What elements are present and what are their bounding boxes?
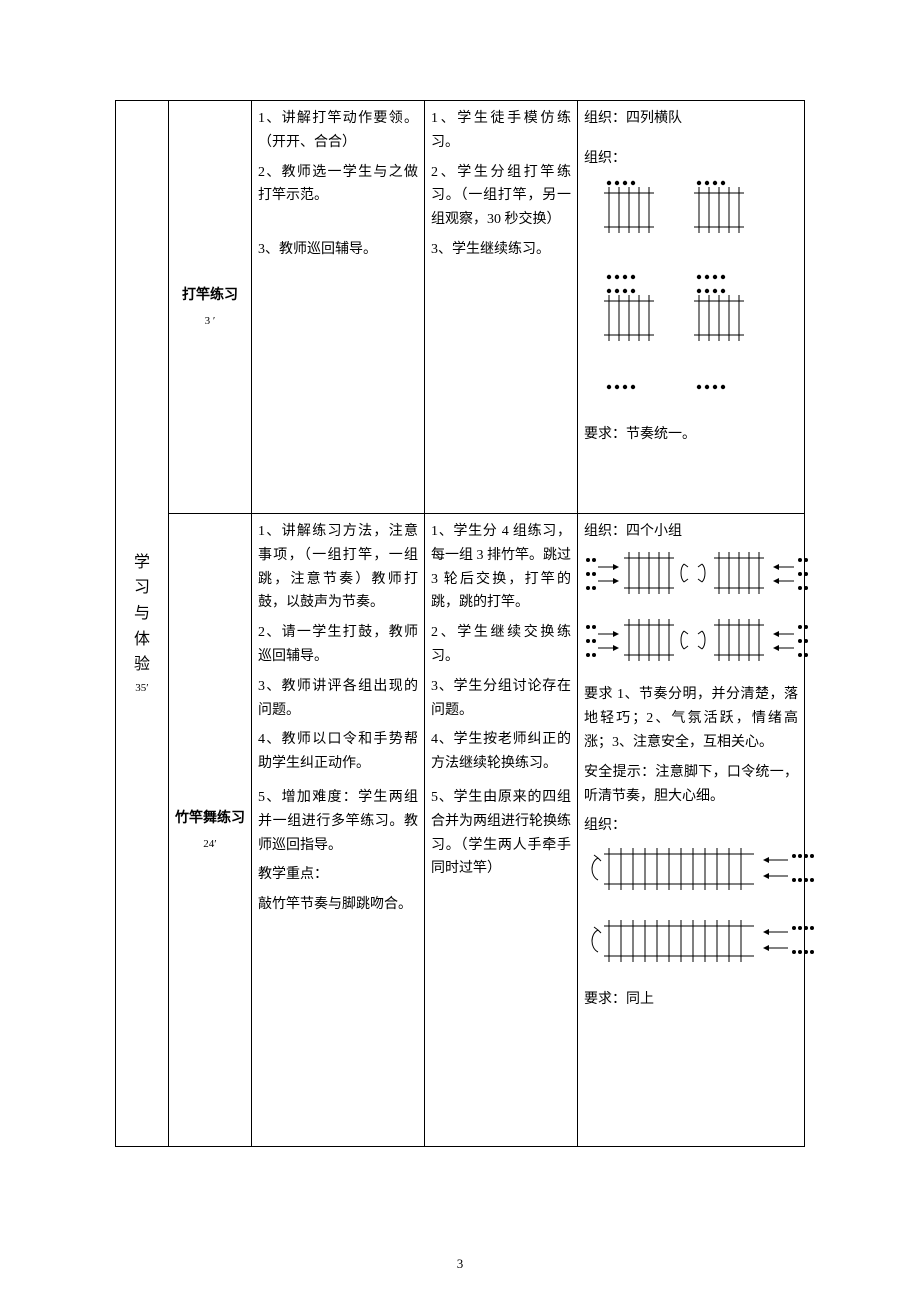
student-cell-1: 1、学生徒手模仿练习。 2、学生分组打竿练习。（一组打竿，另一组观察，30 秒交… <box>425 101 578 514</box>
teacher-item: 3、教师巡回辅导。 <box>258 238 418 262</box>
org-req: 要求：同上 <box>584 988 798 1012</box>
formation-diagram-3a <box>584 844 798 908</box>
phase-char: 习 <box>134 575 150 601</box>
teacher-cell-1: 1、讲解打竿动作要领。（开开、合合） 2、教师选一学生与之做打竿示范。 3、教师… <box>252 101 425 514</box>
student-item: 1、学生分 4 组练习，每一组 3 排竹竿。跳过 3 轮后交换，打竿的跳，跳的打… <box>431 520 571 615</box>
teacher-item: 教学重点： <box>258 863 418 887</box>
teacher-item: 1、讲解练习方法，注意事项，（一组打竿，一组跳，注意节奏）教师打鼓，以鼓声为节奏… <box>258 520 418 615</box>
lesson-table: 学 习 与 体 验 35′ 打竿练习 3 ′ 1、讲解打竿动作要领。（开开、合合… <box>115 100 805 1147</box>
student-item: 3、学生继续练习。 <box>431 238 571 262</box>
phase-char: 学 <box>134 550 150 576</box>
phase-label: 学 习 与 体 验 35′ <box>122 550 162 698</box>
student-item: 2、学生分组打竿练习。（一组打竿，另一组观察，30 秒交换） <box>431 161 571 232</box>
org-cell-1: 组织：四列横队 组织： <box>578 101 805 514</box>
page-number: 3 <box>0 1256 920 1272</box>
org-req: 要求：节奏统一。 <box>584 423 798 447</box>
page: 学 习 与 体 验 35′ 打竿练习 3 ′ 1、讲解打竿动作要领。（开开、合合… <box>0 0 920 1302</box>
student-item: 3、学生分组讨论存在问题。 <box>431 675 571 723</box>
formation-diagram-1 <box>584 177 798 416</box>
section-title-2: 竹竿舞练习 <box>175 811 245 826</box>
student-item: 5、学生由原来的四组合并为两组进行轮换练习。（学生两人手牵手同时过竿） <box>431 786 571 881</box>
teacher-item: 3、教师讲评各组出现的问题。 <box>258 675 418 723</box>
section-title-1: 打竿练习 <box>182 288 238 303</box>
org-req-line: 安全提示：注意脚下，口令统一，听清节奏，胆大心细。 <box>584 761 798 809</box>
section-cell-2: 竹竿舞练习 24′ <box>169 514 252 1147</box>
formation-diagram-2a <box>584 550 798 609</box>
formation-diagram-2b <box>584 617 798 676</box>
org-line: 组织： <box>584 147 798 171</box>
teacher-item: 2、请一学生打鼓，教师巡回辅导。 <box>258 621 418 669</box>
phase-cell: 学 习 与 体 验 35′ <box>116 101 169 1147</box>
section-cell-1: 打竿练习 3 ′ <box>169 101 252 514</box>
formation-diagram-3b <box>584 916 798 980</box>
section-time-2: 24′ <box>175 835 245 854</box>
phase-char: 与 <box>134 601 150 627</box>
student-cell-2: 1、学生分 4 组练习，每一组 3 排竹竿。跳过 3 轮后交换，打竿的跳，跳的打… <box>425 514 578 1147</box>
phase-char: 验 <box>134 652 150 678</box>
phase-char: 体 <box>134 627 150 653</box>
phase-time: 35′ <box>135 680 148 698</box>
teacher-item: 5、增加难度：学生两组并一组进行多竿练习。教师巡回指导。 <box>258 786 418 857</box>
org-line: 组织：四列横队 <box>584 107 798 131</box>
teacher-item: 4、教师以口令和手势帮助学生纠正动作。 <box>258 728 418 776</box>
section-time-1: 3 ′ <box>175 312 245 331</box>
student-item: 2、学生继续交换练习。 <box>431 621 571 669</box>
student-item: 4、学生按老师纠正的方法继续轮换练习。 <box>431 728 571 776</box>
org-cell-2: 组织：四个小组 <box>578 514 805 1147</box>
teacher-item: 1、讲解打竿动作要领。（开开、合合） <box>258 107 418 155</box>
org-req-line: 要求 1、节奏分明，并分清楚，落地轻巧；2、气氛活跃，情绪高涨；3、注意安全，互… <box>584 683 798 754</box>
teacher-item: 2、教师选一学生与之做打竿示范。 <box>258 161 418 209</box>
org-line: 组织： <box>584 814 798 838</box>
teacher-cell-2: 1、讲解练习方法，注意事项，（一组打竿，一组跳，注意节奏）教师打鼓，以鼓声为节奏… <box>252 514 425 1147</box>
org-line: 组织：四个小组 <box>584 520 798 544</box>
teacher-item: 敲竹竿节奏与脚跳吻合。 <box>258 893 418 917</box>
student-item: 1、学生徒手模仿练习。 <box>431 107 571 155</box>
